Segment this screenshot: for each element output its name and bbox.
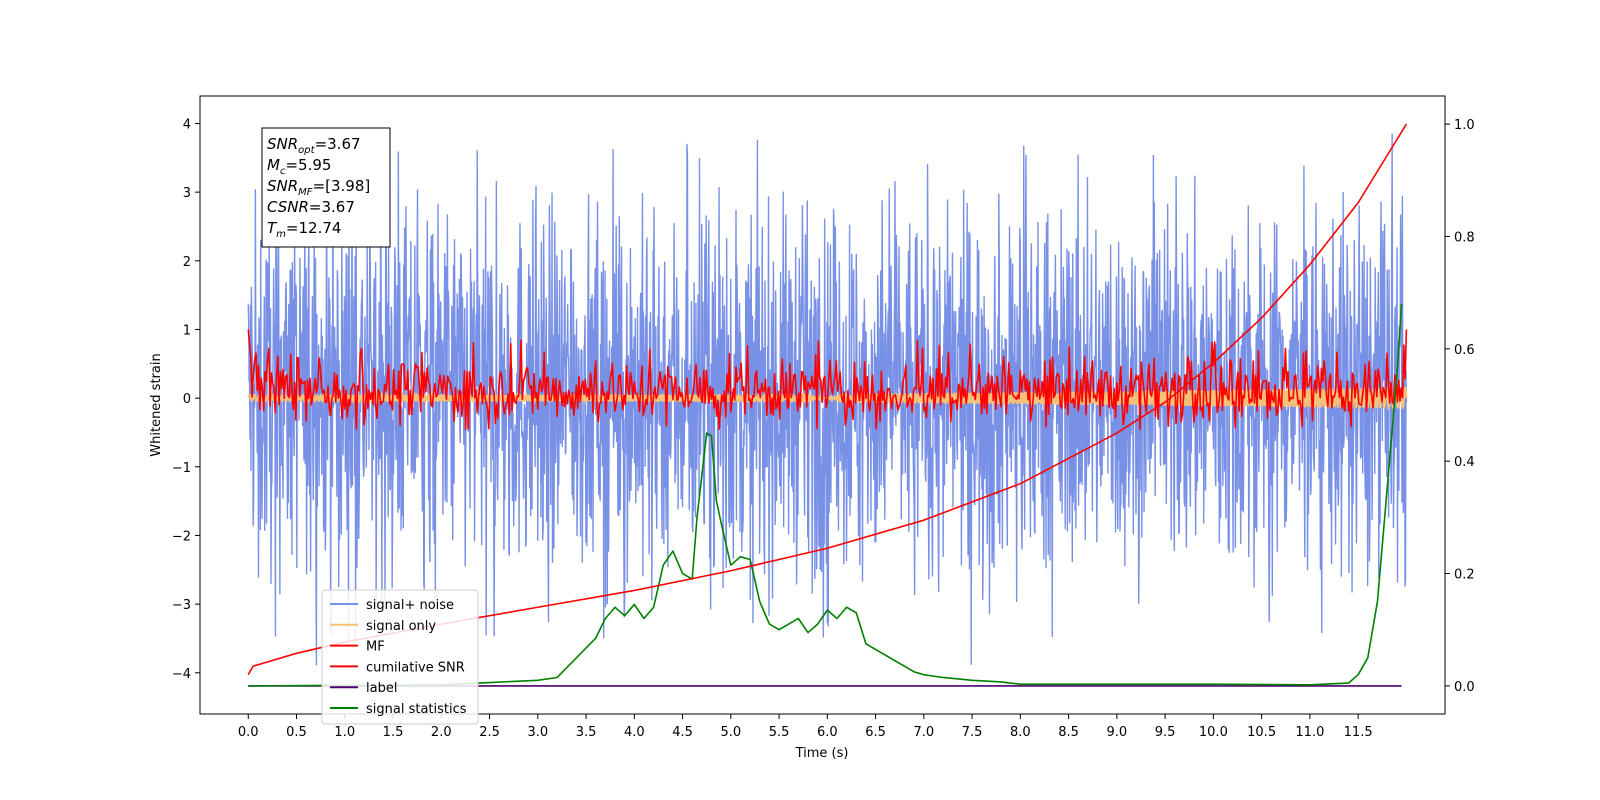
y-right-tick-label: 0.2 [1454,568,1475,583]
y-tick-label: 3 [183,186,191,201]
legend-label: signal statistics [366,702,467,717]
x-tick-label: 1.5 [383,725,404,740]
x-tick-label: 8.5 [1058,725,1079,740]
y-tick-label: −3 [172,598,191,613]
axes-layer: 0.0 0.5 1.0 1.5 2.0 2.5 3.0 3.5 4.0 4.5 5.0 5.5 6.0 6… [172,117,1475,740]
y-tick-label: −2 [172,529,191,544]
x-tick-label: 6.0 [817,725,838,740]
info-box-line: Tm=12.74 [267,219,341,240]
x-tick-label: 2.0 [431,725,452,740]
x-tick-label: 10.0 [1199,725,1228,740]
x-tick-label: 6.5 [865,725,886,740]
x-tick-label: 11.5 [1344,725,1373,740]
x-tick-label: 1.0 [334,725,355,740]
x-tick-label: 10.5 [1247,725,1276,740]
x-tick-label: 7.5 [962,725,983,740]
legend-label: signal+ noise [366,598,454,613]
x-tick-label: 9.0 [1107,725,1128,740]
y-axis-label: Whitened strain [149,353,164,456]
legend-label: cumilative SNR [366,660,465,675]
y-right-tick-label: 0.8 [1454,230,1475,245]
info-box-line: SNRopt=3.67 [267,135,361,156]
y-tick-label: 4 [183,117,191,132]
info-box-line: SNRMF=[3.98] [267,177,370,198]
y-tick-label: 0 [183,392,191,407]
y-right-tick-label: 0.0 [1454,680,1475,695]
x-tick-label: 5.0 [720,725,741,740]
x-tick-label: 5.5 [769,725,790,740]
x-tick-label: 0.0 [238,725,259,740]
y-tick-label: −1 [172,461,191,476]
x-tick-label: 4.0 [624,725,645,740]
info-box-line: Mc=5.95 [267,156,331,177]
series-mf [247,329,1408,430]
x-tick-label: 2.5 [479,725,500,740]
legend-frame [321,589,479,725]
legend-label: MF [366,640,385,655]
legend: signal+ noise signal only MF cumilative SNR… [321,589,479,725]
y-right-tick-label: 0.6 [1454,343,1475,358]
x-tick-label: 3.5 [576,725,597,740]
legend-label: signal only [366,619,436,634]
x-tick-label: 8.0 [1010,725,1031,740]
x-tick-label: 9.5 [1155,725,1176,740]
legend-items: signal+ noise signal only MF cumilative SNR… [330,598,467,717]
y-right-tick-label: 0.4 [1454,455,1475,470]
x-tick-label: 0.5 [286,725,307,740]
x-tick-label: 3.0 [527,725,548,740]
x-tick-label: 4.5 [672,725,693,740]
info-box-line: CSNR=3.67 [267,198,355,216]
x-axis-label: Time (s) [795,746,849,761]
legend-label: label [366,681,397,696]
x-tick-label: 11.0 [1295,725,1324,740]
plot-frame [199,95,1446,715]
y-right-tick-label: 1.0 [1454,118,1475,133]
x-tick-label: 7.0 [913,725,934,740]
info-box-frame [261,127,391,248]
y-tick-label: 1 [183,323,191,338]
y-tick-label: −4 [172,667,191,682]
y-tick-label: 2 [183,255,191,270]
series-signal-statistics [248,303,1403,687]
